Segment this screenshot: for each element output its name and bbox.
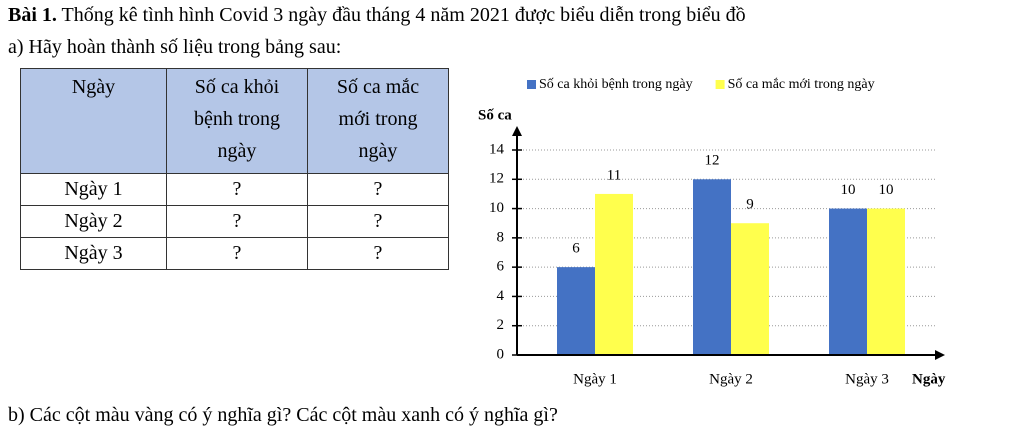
problem-label: Bài 1. (8, 4, 57, 26)
cell: ? (166, 173, 308, 206)
row: Ngày 2?? (20, 205, 449, 238)
cell: ? (307, 237, 449, 270)
row: Ngày 1?? (20, 173, 449, 206)
y-axis-label: Số ca (478, 107, 512, 123)
data-label: 10 (879, 182, 894, 198)
data-table: Ngày Số ca khỏi bệnh trong ngày Số ca mắ… (20, 68, 449, 270)
cell: Ngày 3 (20, 237, 167, 270)
header-cell: Số ca mắc mới trong ngày (307, 68, 449, 174)
bar (693, 179, 731, 355)
legend-label: Số ca khỏi bệnh trong ngày (539, 77, 693, 92)
y-tick-label: 10 (489, 200, 504, 216)
data-label: 11 (607, 167, 621, 183)
y-tick-label: 6 (497, 259, 505, 275)
part-a: a) Hãy hoàn thành số liệu trong bảng sau… (8, 36, 342, 58)
cell: ? (166, 205, 308, 238)
bar (829, 208, 867, 355)
data-label: 10 (841, 182, 856, 198)
cell: Ngày 2 (20, 205, 167, 238)
data-label: 6 (572, 241, 580, 257)
header-row: Ngày Số ca khỏi bệnh trong ngày Số ca mắ… (20, 68, 449, 174)
legend-swatch (715, 80, 725, 89)
x-tick-label: Ngày 2 (709, 371, 753, 387)
problem-heading: Bài 1. Thống kê tình hình Covid 3 ngày đ… (8, 4, 746, 27)
cell: ? (307, 173, 449, 206)
x-tick-label: Ngày 1 (573, 371, 617, 387)
x-axis-label: Ngày (912, 371, 946, 387)
data-label: 9 (746, 197, 754, 213)
y-tick-label: 0 (497, 346, 505, 362)
problem-statement: Thống kê tình hình Covid 3 ngày đầu thán… (61, 4, 746, 26)
legend-label: Số ca mắc mới trong ngày (728, 77, 875, 92)
bar (595, 193, 633, 355)
x-tick-label: Ngày 3 (845, 371, 889, 387)
bar (557, 267, 595, 355)
x-axis-arrow (935, 350, 945, 360)
header-cell: Số ca khỏi bệnh trong ngày (166, 68, 308, 174)
data-label: 12 (705, 153, 720, 169)
y-tick-label: 4 (497, 288, 505, 304)
cell: Ngày 1 (20, 173, 167, 206)
cell: ? (166, 237, 308, 270)
y-tick-label: 8 (497, 229, 505, 245)
bar (731, 223, 769, 355)
y-tick-label: 14 (489, 141, 505, 157)
part-b: b) Các cột màu vàng có ý nghĩa gì? Các c… (8, 404, 558, 426)
y-tick-label: 2 (497, 317, 505, 333)
header-cell: Ngày (20, 68, 167, 174)
legend-swatch (527, 80, 536, 89)
bar (867, 208, 905, 355)
y-axis-arrow (512, 126, 522, 136)
row: Ngày 3?? (20, 237, 449, 270)
y-tick-label: 12 (489, 171, 504, 187)
